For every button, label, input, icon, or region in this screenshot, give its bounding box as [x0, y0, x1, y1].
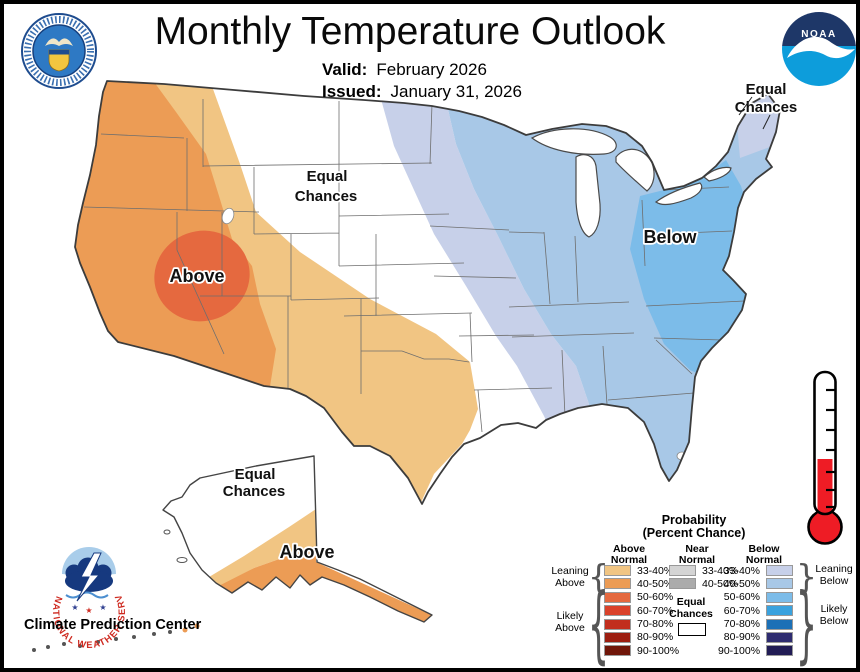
label-west-above: Above	[169, 266, 224, 286]
valid-row: Valid: February 2026	[322, 60, 522, 82]
alaska-outline	[162, 455, 433, 623]
issued-value: January 31, 2026	[390, 82, 522, 101]
label-alaska-equal-line1: Equal	[235, 466, 276, 483]
label-central-equal-line2: Chances	[295, 188, 358, 205]
aleutian-islands	[32, 623, 200, 652]
label-northeast-equal-line1: Equal	[746, 81, 787, 98]
bering-islands	[163, 529, 188, 563]
label-east-below: Below	[643, 227, 697, 247]
lake-michigan	[575, 154, 601, 238]
great-salt-lake	[221, 207, 235, 225]
climate-prediction-center-label: Climate Prediction Center	[24, 617, 202, 633]
svg-text:★: ★	[71, 603, 78, 612]
thermometer-icon	[807, 370, 843, 545]
conus-outline	[74, 80, 781, 505]
nws-stars: ★ ★ ★	[71, 603, 106, 615]
svg-text:★: ★	[99, 603, 106, 612]
label-alaska-equal-line2: Chances	[223, 483, 286, 500]
outlook-map: Equal Chances Above Below Equal Chances …	[4, 4, 856, 652]
band-below-33-40	[379, 92, 589, 434]
noaa-bird-icon	[787, 36, 855, 59]
svg-text:★: ★	[85, 606, 92, 615]
issued-row: Issued: January 31, 2026	[322, 82, 522, 104]
valid-value: February 2026	[376, 60, 487, 79]
lake-erie	[654, 182, 703, 206]
page-title: Monthly Temperature Outlook	[154, 10, 666, 53]
lake-superior	[530, 128, 617, 155]
nws-lightning-icon	[76, 552, 102, 602]
noaa-logo: NOAA	[782, 12, 856, 86]
lake-ontario	[703, 166, 732, 182]
noaa-logo-text: NOAA	[801, 29, 836, 40]
validity-block: Valid: February 2026 Issued: January 31, 2…	[322, 60, 522, 104]
doc-shield	[48, 49, 70, 72]
lake-huron	[615, 148, 655, 192]
northeast-equal-pointer-lines	[738, 96, 771, 130]
doc-eagle	[45, 38, 73, 46]
thermometer-ticks	[826, 388, 836, 509]
valid-label: Valid:	[322, 60, 368, 79]
map-labels: Equal Chances Above Below Equal Chances …	[168, 79, 799, 564]
alaska-band-above-33-40	[194, 509, 316, 596]
doc-seal-logo	[21, 13, 97, 89]
nws-waves	[65, 591, 109, 599]
label-central-equal-line1: Equal	[307, 168, 348, 185]
label-northeast-equal-line2: Chances	[735, 99, 798, 116]
label-alaska-above: Above	[279, 542, 334, 562]
great-lakes	[530, 128, 732, 238]
issued-label: Issued:	[322, 82, 382, 101]
